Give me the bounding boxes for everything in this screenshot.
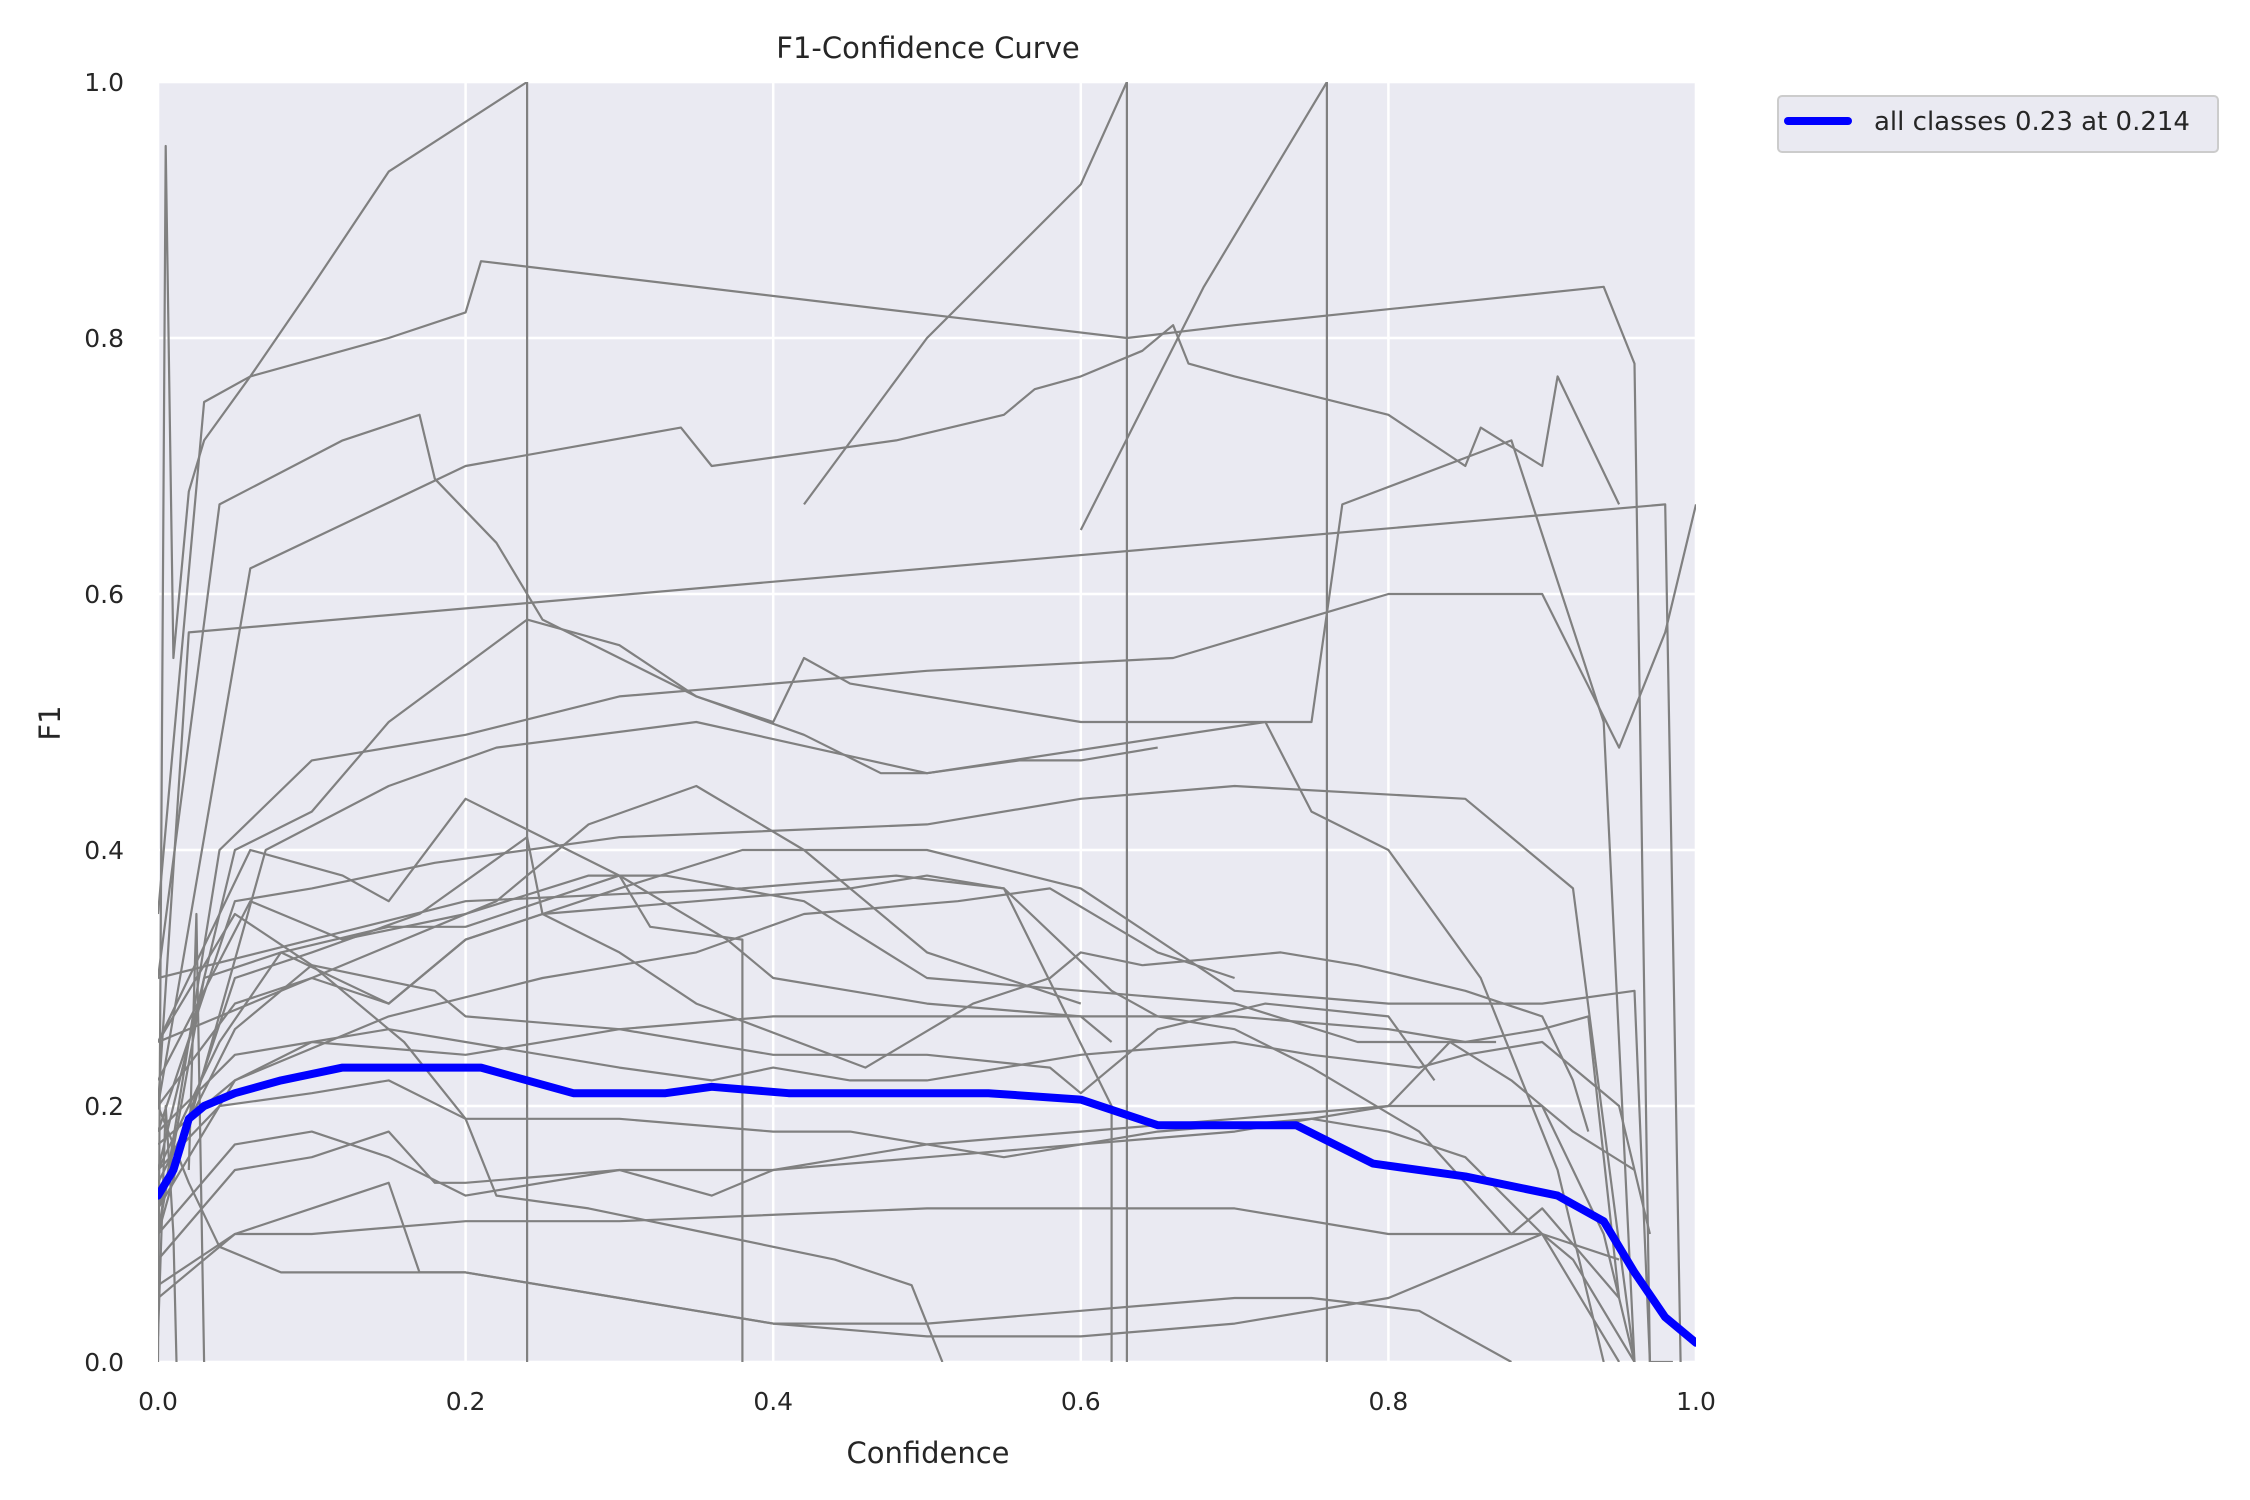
class-curve-29 [158,1207,1621,1362]
y-tick-label: 0.4 [84,836,124,865]
x-tick-label: 0.4 [753,1387,793,1416]
class-curve-11 [158,439,1636,1362]
class-curve-26 [158,1040,1636,1235]
x-tick-label: 0.0 [138,1387,178,1416]
x-tick-label: 0.2 [446,1387,486,1416]
y-axis-label: F1 [33,705,67,740]
class-curve-32 [158,784,1082,1044]
class-curve-35 [187,912,206,1362]
class-curve-21 [158,848,1651,1362]
all-classes-curve-group [158,1063,1696,1347]
class-curve-1 [158,82,528,1362]
class-curve-25 [158,1079,1636,1362]
x-tick-label: 0.6 [1061,1387,1101,1416]
all-classes-curve [158,1063,1696,1347]
class-curve-31 [158,874,1113,1362]
y-tick-label: 0.0 [84,1348,124,1377]
x-tick-label: 0.8 [1369,1387,1409,1416]
class-curve-10 [158,503,1682,1362]
class-curve-5 [158,324,1621,1107]
legend-box [1777,95,2219,153]
class-curve-33 [158,887,1235,1146]
y-tick-label: 0.8 [84,324,124,353]
x-tick-labels: 0.0 0.2 0.4 0.6 0.8 1.0 [138,1387,1716,1416]
class-curve-23 [158,1015,1621,1299]
x-tick-label: 1.0 [1676,1387,1716,1416]
class-curve-6 [803,82,1128,506]
y-tick-label: 0.2 [84,1092,124,1121]
legend-label-all-classes: all classes 0.23 at 0.214 [1874,107,2190,137]
chart-title: F1-Confidence Curve [776,31,1079,65]
class-curve-12 [158,504,1696,1235]
y-tick-label: 0.6 [84,580,124,609]
class-curve-3 [158,260,1673,1362]
class-curve-17 [158,836,1590,1209]
x-axis-label: Confidence [846,1436,1009,1470]
legend: all classes 0.23 at 0.214 [1777,95,2219,153]
y-tick-label: 1.0 [84,68,124,97]
class-curve-20 [158,874,1620,1299]
class-curve-19 [158,912,944,1362]
class-curve-15 [158,784,1636,1362]
class-curve-8 [1079,82,1328,531]
y-tick-labels: 0.0 0.2 0.4 0.6 0.8 1.0 [84,68,124,1377]
class-curve-30 [158,1105,1512,1362]
class-curve-18 [158,874,744,1362]
class-curve-27 [158,1104,1636,1362]
class-curve-13 [158,720,1605,1362]
class-curves [158,82,1696,1362]
class-curve-24 [158,1028,1651,1235]
